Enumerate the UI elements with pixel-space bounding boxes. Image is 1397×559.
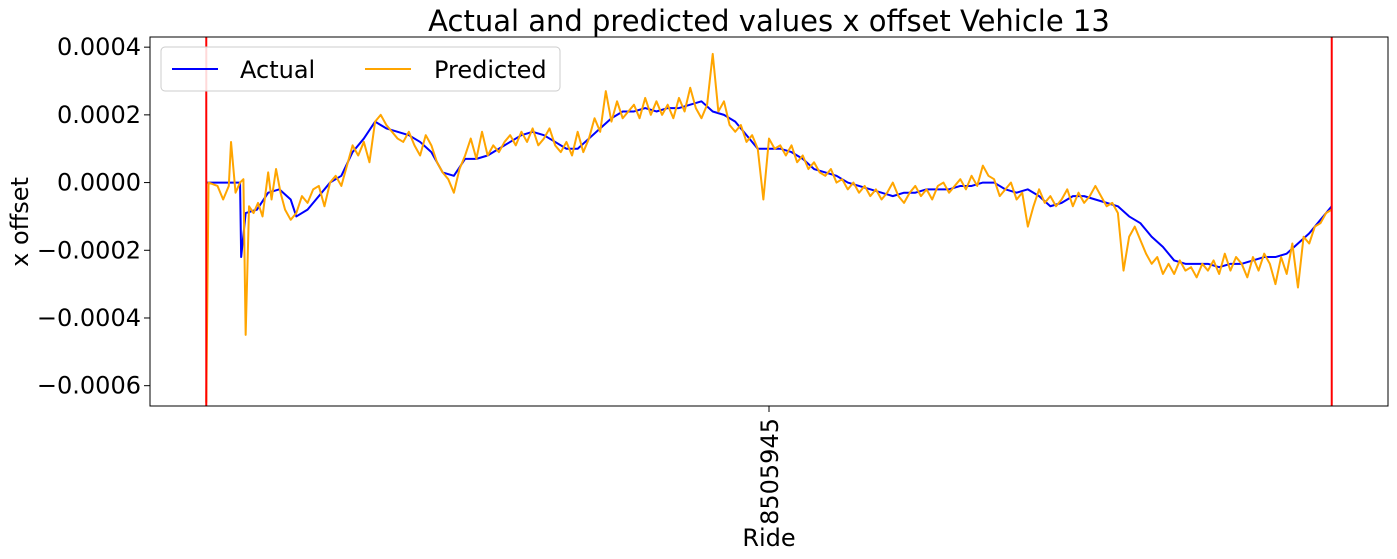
plot-frame — [149, 36, 1389, 407]
x-tick-label: 8505945 — [756, 418, 784, 525]
legend-label-predicted: Predicted — [434, 56, 547, 84]
plot-layer — [205, 37, 1333, 406]
axis-layer: −0.0006 −0.0004 −0.0002 0.0000 0.0002 0.0004 8… — [37, 33, 784, 525]
y-tick-label: −0.0002 — [37, 236, 141, 264]
series-line-predicted — [205, 52, 1333, 403]
chart-title: Actual and predicted values x offset Veh… — [428, 4, 1110, 38]
x-axis-label: Ride — [742, 524, 795, 552]
y-tick-label: −0.0004 — [37, 304, 141, 332]
y-axis-label: x offset — [6, 177, 34, 267]
legend: Actual Predicted — [160, 46, 561, 92]
y-tick-label: 0.0000 — [57, 169, 141, 197]
y-tick-label: −0.0006 — [37, 372, 141, 400]
plot-area — [150, 37, 1388, 406]
y-tick-label: 0.0004 — [57, 33, 141, 61]
y-tick-label: 0.0002 — [57, 101, 141, 129]
legend-label-actual: Actual — [240, 56, 315, 84]
legend-box — [160, 46, 561, 92]
